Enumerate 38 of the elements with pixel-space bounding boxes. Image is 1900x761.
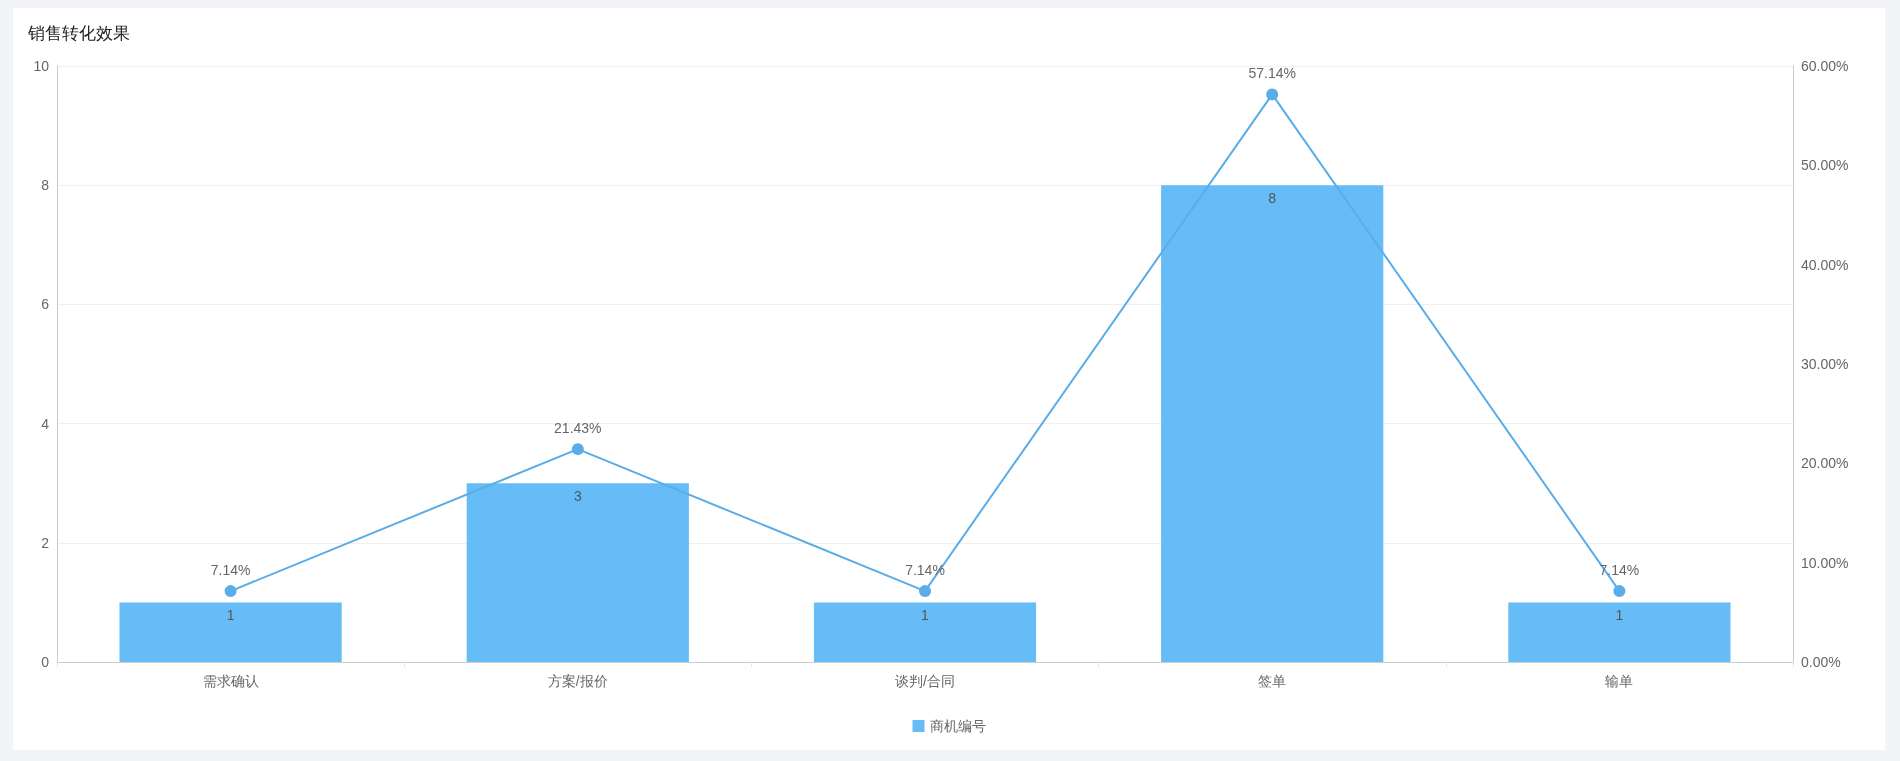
data-label: 8 — [1268, 190, 1277, 207]
bar — [466, 483, 689, 662]
x-tick-label: 方案/报价 — [547, 673, 608, 689]
y2-tick-label: 50.00% — [1801, 157, 1849, 174]
y-tick-label: 8 — [41, 177, 50, 194]
y2-tick-label: 10.00% — [1801, 554, 1849, 571]
bar — [1161, 185, 1384, 662]
bar — [813, 602, 1037, 662]
x-tick-label: 输单 — [1605, 673, 1634, 689]
y-tick-label: 10 — [33, 58, 50, 74]
y2-tick-label: 0.00% — [1801, 654, 1841, 670]
point — [571, 443, 584, 456]
x-tick-label: 需求确认 — [202, 673, 259, 689]
data-label: 57.14% — [1248, 65, 1296, 82]
legend-label: 商机编号 — [929, 718, 986, 734]
y2-tick-label: 40.00% — [1801, 256, 1849, 273]
data-label: 21.43% — [554, 420, 602, 437]
y-tick-label: 6 — [41, 296, 50, 313]
y2-tick-label: 20.00% — [1801, 455, 1849, 472]
y-tick-label: 0 — [41, 654, 50, 670]
point — [224, 585, 237, 598]
y-tick-label: 2 — [41, 534, 50, 551]
data-label: 1 — [1615, 607, 1624, 624]
y2-tick-label: 60.00% — [1801, 58, 1849, 74]
x-tick-label: 谈判/合同 — [895, 673, 955, 689]
y2-tick-label: 30.00% — [1801, 356, 1849, 372]
data-label: 7.14% — [210, 562, 251, 579]
bar — [1508, 602, 1731, 662]
data-label: 3 — [573, 488, 582, 505]
point — [1613, 585, 1626, 598]
point — [919, 585, 931, 598]
data-label: 1 — [226, 607, 235, 624]
x-tick-label: 签单 — [1258, 673, 1287, 689]
y-tick-label: 4 — [41, 415, 50, 432]
data-label: 1 — [921, 607, 930, 624]
chart-title: 销售转化效果 — [27, 24, 130, 43]
bar — [119, 602, 342, 662]
point — [1266, 88, 1279, 101]
